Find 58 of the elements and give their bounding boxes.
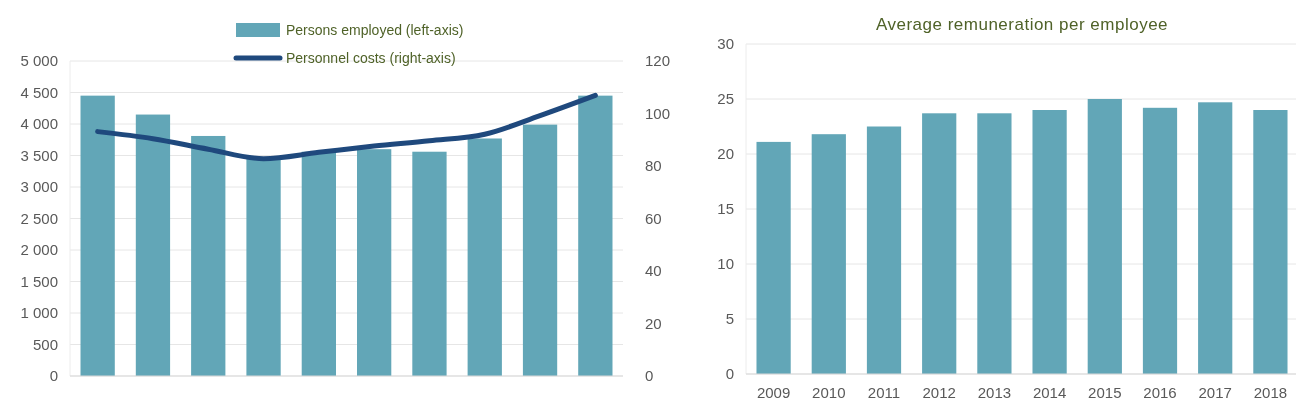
- y-tick-label: 20: [717, 145, 734, 163]
- bar: [977, 113, 1012, 374]
- y2-tick-label: 40: [645, 262, 662, 280]
- bar: [811, 134, 846, 374]
- bar: [1198, 102, 1233, 374]
- bar: [135, 114, 171, 376]
- x-tick-label: 2011: [867, 384, 901, 401]
- bar: [301, 151, 336, 376]
- x-tick-label: 2009: [756, 384, 791, 401]
- y2-tick-label: 120: [645, 52, 671, 70]
- x-tick-label: 2013: [977, 384, 1012, 401]
- y-tick-label: 5: [725, 310, 734, 328]
- bar: [467, 138, 502, 376]
- bar: [522, 124, 558, 376]
- bar: [357, 149, 392, 376]
- legend-label: Persons employed (left-axis): [286, 21, 464, 38]
- y-tick-label: 25: [717, 90, 734, 108]
- bar: [578, 95, 613, 376]
- bar: [246, 158, 281, 376]
- x-tick-label: 2014: [1032, 384, 1067, 401]
- bar: [80, 95, 115, 376]
- y-tick-label: 0: [725, 365, 734, 383]
- chart-title: Average remuneration per employee: [875, 15, 1169, 34]
- y-tick-label: 2 000: [20, 241, 58, 259]
- x-tick-label: 2015: [1088, 384, 1122, 401]
- y-tick-label: 30: [717, 35, 734, 53]
- x-tick-label: 2010: [812, 384, 846, 401]
- y-tick-label: 1 500: [20, 272, 58, 290]
- bar: [922, 113, 957, 374]
- legend-label: Personnel costs (right-axis): [286, 49, 456, 66]
- bar: [866, 126, 902, 374]
- bar: [1253, 110, 1288, 374]
- y-tick-label: 500: [32, 335, 58, 353]
- y2-tick-label: 20: [645, 314, 662, 332]
- y-tick-label: 5 000: [20, 52, 58, 70]
- bar: [1087, 99, 1122, 374]
- y2-tick-label: 100: [645, 104, 671, 122]
- y-tick-label: 1 000: [20, 304, 58, 322]
- y2-tick-label: 80: [645, 157, 662, 175]
- bar: [191, 135, 226, 376]
- y-tick-label: 10: [717, 255, 734, 273]
- y-tick-label: 4 500: [20, 83, 58, 101]
- bar: [1032, 110, 1067, 374]
- x-tick-label: 2017: [1198, 384, 1232, 401]
- bar: [412, 151, 447, 376]
- y-tick-label: 3 000: [20, 178, 58, 196]
- y-tick-label: 2 500: [20, 209, 58, 227]
- y-tick-label: 3 500: [20, 146, 58, 164]
- y2-tick-label: 60: [645, 209, 662, 227]
- x-tick-label: 2018: [1253, 384, 1288, 401]
- x-tick-label: 2012: [922, 384, 956, 401]
- bar: [756, 141, 791, 374]
- y2-tick-label: 0: [645, 367, 654, 385]
- bar: [1142, 107, 1178, 374]
- y-tick-label: 15: [717, 200, 734, 218]
- y-tick-label: 0: [49, 367, 58, 385]
- x-tick-label: 2016: [1143, 384, 1177, 401]
- y-tick-label: 4 000: [20, 115, 58, 133]
